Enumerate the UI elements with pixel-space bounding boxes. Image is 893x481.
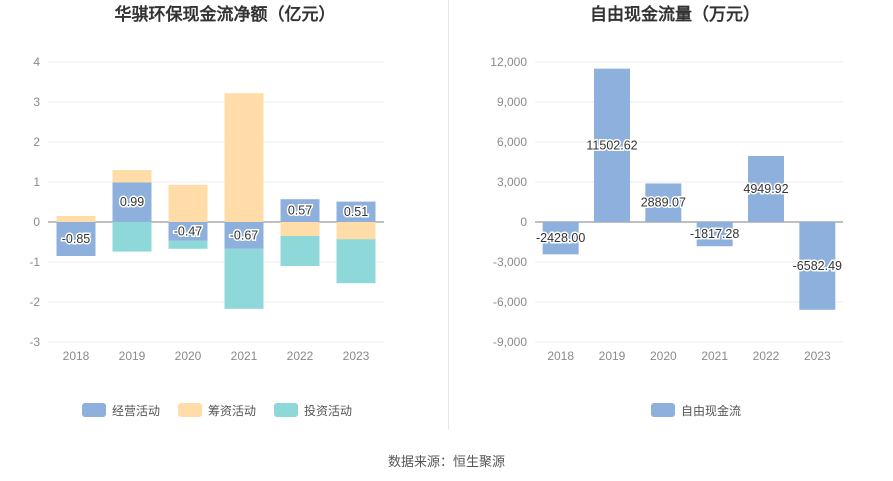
left-data-label: -0.47 — [174, 224, 203, 238]
left-legend-item: 经营活动 — [82, 403, 160, 418]
right-y-tick-label: 12,000 — [490, 55, 527, 69]
left-bar-经营活动 — [56, 222, 96, 256]
right-data-label: -6582.49 — [793, 259, 842, 273]
panel-divider — [448, 0, 449, 430]
left-bar-经营活动 — [168, 222, 208, 241]
left-bar-筹资活动 — [112, 170, 152, 183]
right-data-label: -2428.00 — [536, 231, 585, 245]
left-chart-title: 华骐环保现金流净额（亿元） — [114, 5, 336, 24]
right-data-label: 2889.07 — [641, 196, 686, 210]
left-bar-筹资活动 — [168, 184, 208, 222]
right-legend-label: 自由现金流 — [681, 403, 741, 418]
right-bar-自由现金流 — [542, 222, 579, 255]
right-legend-swatch — [651, 403, 675, 417]
left-bar-经营活动 — [112, 182, 152, 222]
left-y-tick-label: -3 — [29, 335, 40, 349]
left-y-tick-label: 1 — [33, 175, 40, 189]
left-data-label: 0.51 — [344, 205, 368, 219]
left-legend-item: 投资活动 — [274, 403, 352, 418]
left-bar-筹资活动 — [280, 222, 320, 236]
left-legend-swatch — [178, 403, 202, 417]
left-bar-投资活动 — [336, 239, 376, 284]
left-y-tick-label: 4 — [33, 55, 40, 69]
left-bar-筹资活动 — [224, 93, 264, 222]
left-data-label: -0.67 — [230, 228, 259, 242]
left-bar-投资活动 — [168, 240, 208, 249]
right-y-tick-label: -3,000 — [493, 255, 527, 269]
left-data-label: -0.85 — [62, 232, 91, 246]
left-bar-经营活动 — [224, 222, 264, 249]
left-y-tick-label: 0 — [33, 215, 40, 229]
left-legend-swatch — [274, 403, 298, 417]
right-data-label: 11502.62 — [586, 138, 637, 152]
left-bar-投资活动 — [224, 248, 264, 309]
left-y-tick-label: -1 — [29, 255, 40, 269]
left-bar-投资活动 — [280, 236, 320, 266]
left-x-tick-label: 2021 — [231, 349, 258, 363]
right-data-label: 4949.92 — [743, 182, 788, 196]
right-x-tick-label: 2018 — [547, 349, 574, 363]
left-bar-投资活动 — [112, 222, 152, 252]
left-x-tick-label: 2019 — [119, 349, 146, 363]
right-y-tick-label: 6,000 — [497, 135, 527, 149]
left-y-tick-label: 3 — [33, 95, 40, 109]
right-legend-item: 自由现金流 — [651, 403, 741, 418]
right-bar-自由现金流 — [594, 68, 630, 222]
right-x-tick-label: 2022 — [753, 349, 780, 363]
right-y-tick-label: 3,000 — [497, 175, 527, 189]
left-x-tick-label: 2020 — [175, 349, 202, 363]
left-bar-筹资活动 — [336, 222, 376, 240]
right-x-tick-label: 2019 — [599, 349, 626, 363]
left-bar-经营活动 — [336, 201, 376, 222]
left-data-label: 0.57 — [288, 204, 312, 218]
right-x-tick-label: 2021 — [701, 349, 728, 363]
right-y-tick-label: 9,000 — [497, 95, 527, 109]
right-y-tick-label: -6,000 — [493, 295, 527, 309]
left-data-label: 0.99 — [120, 195, 144, 209]
right-x-tick-label: 2023 — [804, 349, 831, 363]
left-y-tick-label: -2 — [29, 295, 40, 309]
right-data-label: -1817.28 — [690, 227, 739, 241]
left-legend-item: 筹资活动 — [178, 403, 256, 418]
right-bar-自由现金流 — [748, 156, 784, 222]
left-x-tick-label: 2023 — [343, 349, 370, 363]
right-x-tick-label: 2020 — [650, 349, 677, 363]
right-chart-title: 自由现金流量（万元） — [590, 5, 760, 24]
left-legend-label: 筹资活动 — [208, 404, 256, 418]
right-bar-自由现金流 — [799, 222, 836, 310]
left-y-tick-label: 2 — [33, 135, 40, 149]
left-legend-label: 投资活动 — [304, 403, 352, 418]
right-bar-自由现金流 — [696, 222, 733, 247]
right-y-tick-label: -9,000 — [493, 335, 527, 349]
right-y-tick-label: 0 — [520, 215, 527, 229]
left-x-tick-label: 2022 — [287, 349, 314, 363]
left-bar-筹资活动 — [56, 216, 96, 222]
left-x-tick-label: 2018 — [63, 349, 90, 363]
left-legend-label: 经营活动 — [112, 404, 160, 418]
left-legend-swatch — [82, 403, 106, 417]
right-bar-自由现金流 — [645, 183, 682, 222]
left-bar-经营活动 — [280, 199, 320, 222]
data-source-note: 数据来源：恒生聚源 — [387, 454, 505, 469]
